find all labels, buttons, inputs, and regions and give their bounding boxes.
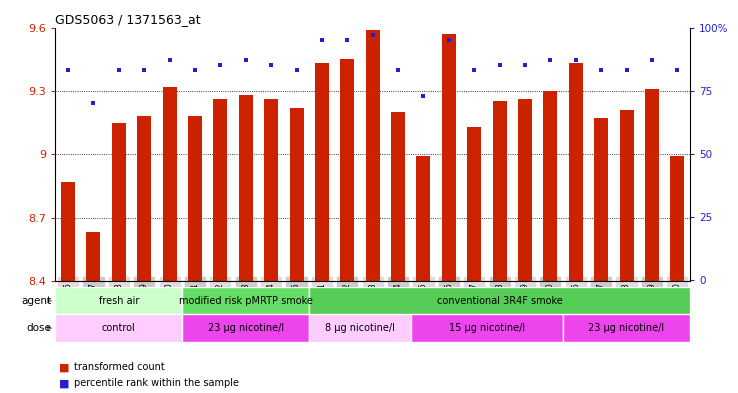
Text: control: control [102, 323, 136, 333]
Text: ■: ■ [59, 378, 69, 388]
Bar [594, 118, 608, 281]
Point [469, 67, 480, 73]
Bar [61, 182, 75, 281]
Text: 23 µg nicotine/l: 23 µg nicotine/l [588, 323, 665, 333]
Bar [411, 314, 563, 342]
Text: transformed count: transformed count [74, 362, 165, 373]
Text: ■: ■ [59, 362, 69, 373]
Bar [315, 63, 329, 281]
Bar [543, 91, 557, 281]
Bar [645, 89, 659, 281]
Point [494, 62, 506, 68]
Bar [416, 156, 430, 281]
Bar [670, 156, 684, 281]
Bar [442, 34, 456, 281]
Point [164, 57, 176, 63]
Bar [188, 116, 202, 281]
Point [621, 67, 632, 73]
Bar [137, 116, 151, 281]
Point [570, 57, 582, 63]
Point [62, 67, 74, 73]
Bar [264, 99, 278, 281]
Point [519, 62, 531, 68]
Bar [620, 110, 633, 281]
Bar [569, 63, 583, 281]
Bar [86, 232, 100, 281]
Point [291, 67, 303, 73]
Text: modified risk pMRTP smoke: modified risk pMRTP smoke [179, 296, 313, 306]
Bar [213, 99, 227, 281]
Text: conventional 3R4F smoke: conventional 3R4F smoke [437, 296, 562, 306]
Point [189, 67, 201, 73]
Bar [493, 101, 506, 281]
Bar [182, 287, 309, 314]
Point [240, 57, 252, 63]
Text: dose: dose [27, 323, 52, 333]
Bar [309, 314, 411, 342]
Point [392, 67, 404, 73]
Bar [563, 314, 690, 342]
Bar [239, 95, 252, 281]
Point [342, 37, 354, 43]
Point [316, 37, 328, 43]
Text: percentile rank within the sample: percentile rank within the sample [74, 378, 239, 388]
Bar [391, 112, 405, 281]
Point [265, 62, 277, 68]
Bar [340, 59, 354, 281]
Bar [518, 99, 532, 281]
Text: 23 µg nicotine/l: 23 µg nicotine/l [207, 323, 284, 333]
Point [113, 67, 125, 73]
Point [88, 100, 100, 107]
Bar [55, 287, 182, 314]
Point [646, 57, 658, 63]
Bar [162, 86, 176, 281]
Text: 8 µg nicotine/l: 8 µg nicotine/l [325, 323, 395, 333]
Bar [467, 127, 481, 281]
Point [367, 32, 379, 38]
Point [672, 67, 683, 73]
Bar [112, 123, 125, 281]
Point [545, 57, 556, 63]
Bar [289, 108, 303, 281]
Text: agent: agent [21, 296, 52, 306]
Bar [182, 314, 309, 342]
Point [596, 67, 607, 73]
Bar [366, 29, 379, 281]
Text: fresh air: fresh air [99, 296, 139, 306]
Bar [309, 287, 690, 314]
Bar [55, 314, 182, 342]
Point [138, 67, 150, 73]
Point [443, 37, 455, 43]
Point [418, 92, 430, 99]
Text: GDS5063 / 1371563_at: GDS5063 / 1371563_at [55, 13, 201, 26]
Text: 15 µg nicotine/l: 15 µg nicotine/l [449, 323, 525, 333]
Point [215, 62, 227, 68]
